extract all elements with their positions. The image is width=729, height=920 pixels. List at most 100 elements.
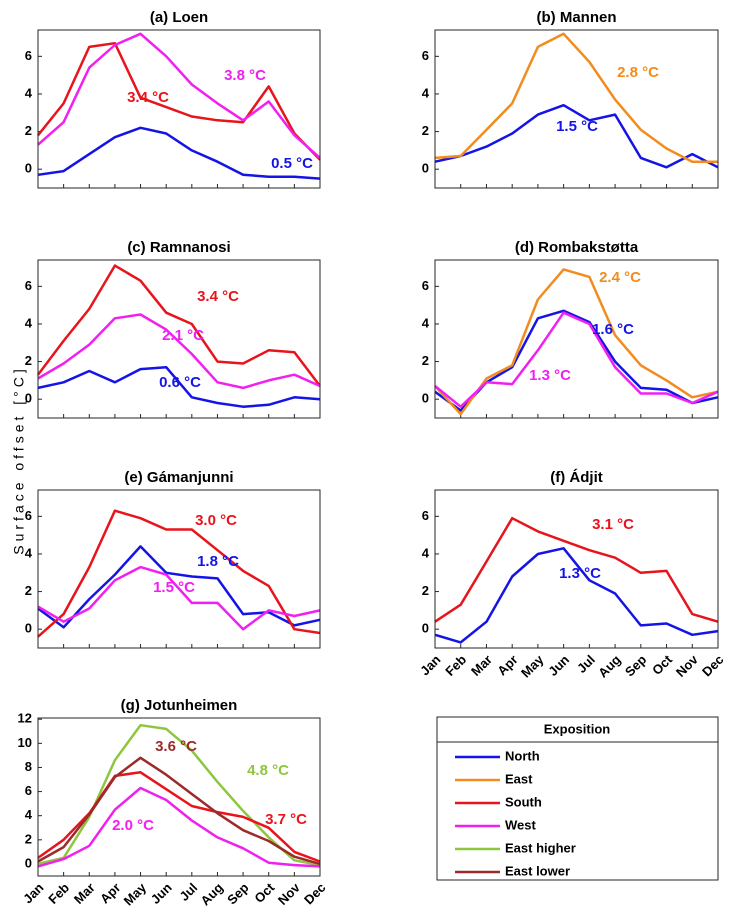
- legend-title: Exposition: [544, 721, 611, 736]
- series-line: [37, 509, 321, 638]
- x-tick-label: Sep: [622, 652, 650, 680]
- x-tick-label: May: [518, 651, 547, 680]
- series-line: [37, 41, 321, 161]
- series-line: [434, 311, 719, 408]
- annotation: 3.0 °C: [195, 512, 237, 529]
- series-line: [37, 313, 321, 390]
- y-tick-label: 4: [25, 85, 33, 100]
- y-tick-label: 6: [25, 783, 32, 798]
- panel-title: (c) Ramnanosi: [127, 239, 230, 256]
- y-tick-label: 0: [25, 621, 32, 636]
- legend-box: [436, 716, 719, 881]
- series-line: [37, 365, 321, 408]
- y-tick-label: 6: [25, 278, 32, 293]
- y-tick-label: 4: [25, 807, 33, 822]
- plot-frame: [37, 717, 321, 877]
- panel-title: (e) Gámanjunni: [124, 469, 233, 486]
- series-line: [37, 264, 321, 387]
- annotation: 1.8 °C: [197, 553, 239, 570]
- panel-title: (g) Jotunheimen: [121, 697, 238, 714]
- annotation: 3.4 °C: [127, 89, 169, 106]
- y-tick-label: 0: [25, 391, 32, 406]
- series-line: [37, 565, 321, 631]
- annotation: 1.6 °C: [592, 321, 634, 338]
- annotation: 4.8 °C: [247, 762, 289, 779]
- y-tick-label: 4: [25, 315, 33, 330]
- plot-frame: [434, 29, 719, 189]
- series-line: [37, 756, 321, 866]
- x-tick-label: Apr: [97, 880, 123, 906]
- y-tick-label: 8: [25, 759, 32, 774]
- series-line: [434, 103, 719, 169]
- legend-label: East lower: [505, 863, 570, 878]
- annotation: 1.3 °C: [559, 565, 601, 582]
- y-tick-label: 6: [422, 278, 429, 293]
- y-tick-label: 6: [25, 48, 32, 63]
- series-line: [37, 771, 321, 863]
- legend-label: East: [505, 771, 533, 786]
- plot-frame: [434, 259, 719, 419]
- y-tick-label: 2: [25, 353, 32, 368]
- annotation: 0.5 °C: [271, 155, 313, 172]
- series-line: [434, 547, 719, 644]
- x-tick-label: Jan: [20, 880, 46, 906]
- y-tick-label: 6: [422, 48, 429, 63]
- y-tick-label: 0: [422, 161, 429, 176]
- annotation: 1.3 °C: [529, 367, 571, 384]
- y-tick-label: 4: [422, 85, 430, 100]
- x-tick-label: Jan: [417, 652, 443, 678]
- annotation: 1.5 °C: [556, 118, 598, 135]
- x-tick-label: Jul: [176, 880, 200, 904]
- x-tick-label: Oct: [649, 651, 675, 677]
- y-tick-label: 4: [422, 315, 430, 330]
- y-tick-label: 6: [25, 508, 32, 523]
- panel-title: (b) Mannen: [537, 9, 617, 26]
- x-tick-label: Jun: [148, 880, 175, 907]
- plot-frame: [434, 489, 719, 649]
- y-tick-label: 2: [422, 123, 429, 138]
- x-tick-label: Oct: [251, 879, 277, 905]
- y-tick-label: 2: [25, 583, 32, 598]
- x-tick-label: Mar: [71, 880, 98, 907]
- x-tick-label: Nov: [275, 879, 304, 908]
- annotation: 2.1 °C: [162, 327, 204, 344]
- plot-frame: [37, 259, 321, 419]
- panel-title: (d) Rombakstøtta: [515, 239, 639, 256]
- annotation: 2.8 °C: [617, 64, 659, 81]
- x-tick-label: Apr: [494, 652, 520, 678]
- panel-title: (f) Ádjit: [550, 469, 602, 486]
- legend-label: North: [505, 748, 540, 763]
- x-tick-label: Aug: [198, 880, 227, 909]
- series-line: [434, 32, 718, 163]
- x-tick-label: Dec: [699, 652, 726, 679]
- x-tick-label: Feb: [442, 652, 469, 679]
- x-tick-label: Jul: [574, 652, 598, 676]
- x-tick-label: Sep: [224, 880, 252, 908]
- y-tick-label: 0: [25, 161, 32, 176]
- series-line: [37, 723, 321, 867]
- y-axis-label: Surface offset [°C]: [11, 365, 27, 555]
- annotation: 1.5 °C: [153, 579, 195, 596]
- x-tick-label: Mar: [468, 652, 495, 679]
- y-tick-label: 2: [422, 583, 429, 598]
- y-tick-label: 2: [25, 123, 32, 138]
- annotation: 2.0 °C: [112, 817, 154, 834]
- annotation: 3.1 °C: [592, 516, 634, 533]
- y-tick-label: 6: [422, 508, 429, 523]
- x-tick-label: May: [121, 879, 150, 908]
- y-tick-label: 12: [18, 711, 32, 726]
- series-line: [434, 516, 719, 623]
- y-tick-label: 10: [18, 735, 32, 750]
- annotation: 2.4 °C: [599, 269, 641, 286]
- annotation: 3.8 °C: [224, 67, 266, 84]
- plot-frame: [37, 29, 321, 189]
- series-line: [37, 126, 321, 180]
- annotation: 3.6 °C: [155, 738, 197, 755]
- x-tick-label: Nov: [673, 651, 702, 680]
- x-tick-label: Feb: [45, 880, 72, 907]
- series-line: [37, 786, 321, 868]
- y-tick-label: 4: [25, 545, 33, 560]
- annotation: 0.6 °C: [159, 374, 201, 391]
- x-tick-label: Jun: [545, 652, 572, 679]
